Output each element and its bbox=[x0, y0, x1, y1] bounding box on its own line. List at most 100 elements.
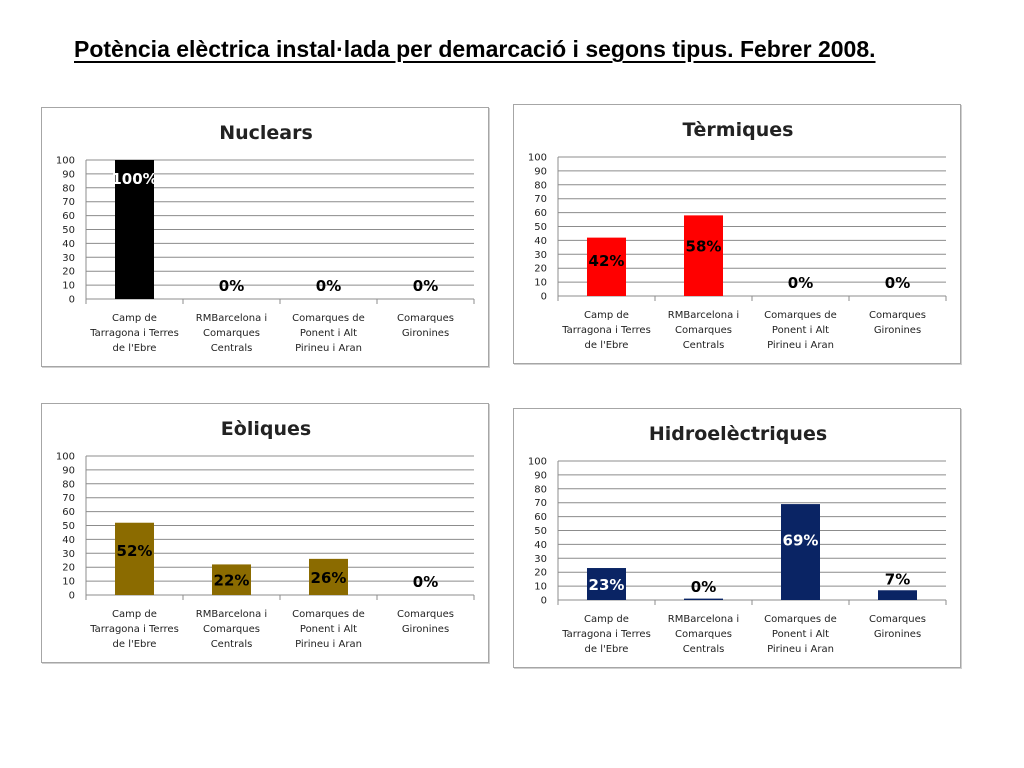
bar bbox=[781, 504, 820, 600]
x-category-label-line: RMBarcelona i bbox=[196, 313, 267, 324]
x-category-label-line: Comarques bbox=[869, 310, 926, 321]
x-category-label: Comarques de Ponent i Alt Pirineu i Aran bbox=[292, 313, 365, 354]
x-category-label-line: Comarques de bbox=[292, 609, 365, 620]
x-category-label: Comarques Gironines bbox=[869, 310, 926, 336]
x-category-label-line: Centrals bbox=[211, 343, 253, 354]
y-tick-label: 20 bbox=[534, 264, 547, 275]
x-category-label: Camp de Tarragona i Terres de l'Ebre bbox=[561, 614, 651, 655]
x-category-label-line: Tarragona i Terres bbox=[561, 629, 651, 640]
x-category-label-line: Ponent i Alt bbox=[772, 325, 829, 336]
x-category-label-line: Centrals bbox=[211, 639, 253, 650]
y-tick-label: 90 bbox=[534, 166, 547, 177]
x-category-label-line: Comarques bbox=[397, 313, 454, 324]
y-tick-label: 10 bbox=[62, 577, 75, 588]
x-category-label: Comarques de Ponent i Alt Pirineu i Aran bbox=[764, 310, 837, 351]
x-category-label-line: Comarques bbox=[675, 629, 732, 640]
x-category-label: Comarques de Ponent i Alt Pirineu i Aran bbox=[764, 614, 837, 655]
y-tick-label: 70 bbox=[62, 493, 75, 504]
chart-panel-termiques: Tèrmiques 0 10 20 30 40 50 60 70 80 90 100 42% Camp d… bbox=[513, 104, 961, 364]
data-label: 23% bbox=[589, 576, 625, 594]
x-category-label-line: de l'Ebre bbox=[585, 340, 629, 351]
y-tick-label: 100 bbox=[528, 153, 547, 164]
x-category-label-line: RMBarcelona i bbox=[668, 614, 739, 625]
x-category-label-line: Camp de bbox=[584, 614, 629, 625]
y-tick-label: 40 bbox=[62, 239, 75, 250]
bar bbox=[878, 590, 917, 600]
data-label: 0% bbox=[413, 277, 438, 295]
y-tick-label: 60 bbox=[62, 507, 75, 518]
data-label: 0% bbox=[788, 274, 813, 292]
chart-title: Nuclears bbox=[219, 122, 313, 144]
y-tick-label: 80 bbox=[62, 183, 75, 194]
data-label: 52% bbox=[117, 542, 153, 560]
y-tick-label: 40 bbox=[534, 540, 547, 551]
x-category-label-line: Ponent i Alt bbox=[300, 328, 357, 339]
y-tick-label: 80 bbox=[534, 180, 547, 191]
data-label: 26% bbox=[311, 569, 347, 587]
bar bbox=[115, 522, 154, 595]
x-category-label-line: Tarragona i Terres bbox=[89, 624, 179, 635]
bar bbox=[212, 564, 251, 595]
x-category-label-line: Camp de bbox=[112, 313, 157, 324]
x-category-label: Camp de Tarragona i Terres de l'Ebre bbox=[561, 310, 651, 351]
bar bbox=[587, 568, 626, 600]
y-tick-label: 10 bbox=[534, 278, 547, 289]
y-tick-label: 10 bbox=[534, 582, 547, 593]
data-label: 7% bbox=[885, 570, 910, 588]
bar-chart: Nuclears 0 10 20 30 40 50 60 70 80 90 100 100% Camp d… bbox=[56, 122, 475, 354]
y-tick-label: 40 bbox=[534, 236, 547, 247]
y-tick-label: 60 bbox=[62, 211, 75, 222]
x-category-label: RMBarcelona i Comarques Centrals bbox=[668, 310, 739, 351]
x-category-label-line: Pirineu i Aran bbox=[767, 644, 834, 655]
x-category-label-line: Centrals bbox=[683, 644, 725, 655]
y-tick-label: 20 bbox=[62, 563, 75, 574]
y-tick-label: 10 bbox=[62, 281, 75, 292]
x-category-label: Camp de Tarragona i Terres de l'Ebre bbox=[89, 313, 179, 354]
x-category-label: Camp de Tarragona i Terres de l'Ebre bbox=[89, 609, 179, 650]
x-category-label-line: Gironines bbox=[874, 629, 921, 640]
x-category-label-line: Comarques de bbox=[764, 310, 837, 321]
y-tick-label: 40 bbox=[62, 535, 75, 546]
y-tick-label: 0 bbox=[541, 596, 547, 607]
x-category-label-line: Pirineu i Aran bbox=[295, 343, 362, 354]
x-category-label: Comarques Gironines bbox=[397, 313, 454, 339]
x-category-label-line: Gironines bbox=[874, 325, 921, 336]
bar bbox=[309, 558, 348, 595]
data-label: 69% bbox=[783, 532, 819, 550]
y-tick-label: 0 bbox=[541, 292, 547, 303]
x-category-label-line: de l'Ebre bbox=[113, 343, 157, 354]
y-tick-label: 70 bbox=[534, 194, 547, 205]
y-tick-label: 0 bbox=[69, 591, 75, 602]
data-label: 0% bbox=[413, 573, 438, 591]
bar bbox=[684, 215, 723, 296]
bar-chart: Tèrmiques 0 10 20 30 40 50 60 70 80 90 100 42% Camp d… bbox=[528, 119, 947, 351]
x-category-label-line: RMBarcelona i bbox=[668, 310, 739, 321]
chart-panel-eoliques: Eòliques 0 10 20 30 40 50 60 70 80 90 100 52% Camp de… bbox=[41, 403, 489, 663]
x-category-label-line: Tarragona i Terres bbox=[89, 328, 179, 339]
data-label: 0% bbox=[885, 274, 910, 292]
data-label: 58% bbox=[686, 238, 722, 256]
y-tick-label: 80 bbox=[62, 479, 75, 490]
x-category-label-line: Comarques bbox=[675, 325, 732, 336]
data-label: 0% bbox=[219, 277, 244, 295]
y-tick-label: 0 bbox=[69, 295, 75, 306]
x-category-label-line: Comarques bbox=[397, 609, 454, 620]
bar-chart: Eòliques 0 10 20 30 40 50 60 70 80 90 100 52% Camp de… bbox=[56, 418, 475, 650]
y-tick-label: 50 bbox=[534, 526, 547, 537]
x-category-label-line: Ponent i Alt bbox=[300, 624, 357, 635]
y-tick-label: 50 bbox=[534, 222, 547, 233]
y-tick-label: 50 bbox=[62, 225, 75, 236]
y-tick-label: 100 bbox=[56, 156, 75, 167]
y-tick-label: 20 bbox=[62, 267, 75, 278]
x-category-label-line: Comarques de bbox=[292, 313, 365, 324]
x-category-label-line: Tarragona i Terres bbox=[561, 325, 651, 336]
data-label: 100% bbox=[111, 170, 157, 188]
x-category-label-line: Camp de bbox=[584, 310, 629, 321]
x-category-label-line: Gironines bbox=[402, 328, 449, 339]
x-category-label-line: Comarques bbox=[203, 328, 260, 339]
y-tick-label: 70 bbox=[62, 197, 75, 208]
x-category-label-line: Comarques de bbox=[764, 614, 837, 625]
y-tick-label: 30 bbox=[62, 549, 75, 560]
y-tick-label: 20 bbox=[534, 568, 547, 579]
y-tick-label: 100 bbox=[528, 457, 547, 468]
